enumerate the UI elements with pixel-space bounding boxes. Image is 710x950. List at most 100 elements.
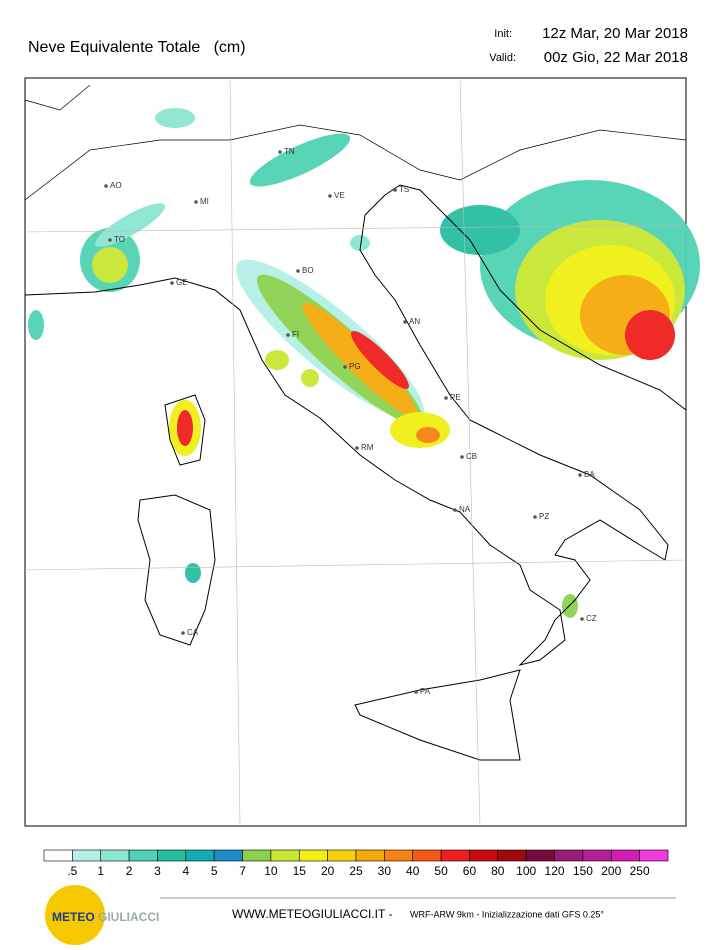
city-dot	[578, 473, 582, 477]
logo-part1: METEO	[52, 910, 95, 924]
legend-label: 7	[239, 864, 246, 878]
city-dot	[194, 200, 198, 204]
city-label: NA	[459, 505, 471, 514]
city-dot	[170, 281, 174, 285]
city-dot	[296, 269, 300, 273]
legend-label: 100	[516, 864, 536, 878]
city-label: PG	[349, 362, 361, 371]
city-label: VE	[334, 191, 345, 200]
city-label: BO	[302, 266, 314, 275]
coastline	[24, 84, 687, 761]
graticule	[24, 77, 687, 827]
valid: 00z Gio, 22 Mar 2018	[544, 49, 688, 66]
city-label: TS	[399, 185, 409, 194]
city-label: PZ	[539, 512, 549, 521]
legend-swatch	[100, 849, 130, 862]
legend-label: 25	[349, 864, 363, 878]
legend-label: 2	[126, 864, 133, 878]
city-dot	[108, 238, 112, 242]
legend-label: 1	[97, 864, 104, 878]
legend-label: 40	[406, 864, 420, 878]
city-dot	[444, 396, 448, 400]
title: Neve Equivalente Totale (cm)	[28, 39, 246, 56]
city-label: BA	[584, 470, 595, 479]
legend-label: 50	[434, 864, 448, 878]
city-label: AN	[409, 317, 420, 326]
legend-swatch	[497, 849, 527, 862]
legend-swatch	[72, 849, 102, 862]
city-dot	[403, 320, 407, 324]
city-dot	[286, 333, 290, 337]
init-label: Init:	[494, 28, 512, 40]
legend-swatch	[525, 849, 555, 862]
city-label: CB	[466, 452, 477, 461]
legend-swatch	[128, 849, 158, 862]
footer-info: WRF-ARW 9km - Inizializzazione dati GFS …	[410, 909, 604, 919]
city-label: RM	[361, 443, 374, 452]
legend-swatch	[469, 849, 499, 862]
legend-swatch	[639, 849, 669, 862]
legend-label: .5	[67, 864, 77, 878]
city-label: PE	[450, 393, 461, 402]
legend-swatch	[355, 849, 385, 862]
legend-label: 250	[630, 864, 650, 878]
legend-label: 4	[182, 864, 189, 878]
city-dot	[278, 150, 282, 154]
init: 12z Mar, 20 Mar 2018	[542, 25, 688, 42]
city-dot	[580, 617, 584, 621]
legend-swatch	[43, 849, 73, 862]
legend-swatch	[384, 849, 414, 862]
legend-label: 20	[321, 864, 335, 878]
legend-label: 10	[264, 864, 278, 878]
city-dot	[355, 446, 359, 450]
city-dot	[104, 184, 108, 188]
city-dot	[453, 508, 457, 512]
city-dot	[393, 188, 397, 192]
legend-swatch	[298, 849, 328, 862]
legend-swatch	[185, 849, 215, 862]
city-dot	[181, 631, 185, 635]
legend-label: 120	[545, 864, 565, 878]
city-dot	[460, 455, 464, 459]
legend-swatch	[327, 849, 357, 862]
legend-label: 3	[154, 864, 161, 878]
legend-swatch	[270, 849, 300, 862]
legend-swatch	[157, 849, 187, 862]
legend: .5 1 2 3 4 5 7 10 15 20 25 30 40 50 60 80 100 120 150 200 25…	[43, 849, 669, 878]
city-label: GE	[176, 278, 188, 287]
city-label: PA	[420, 687, 431, 696]
footer-site: WWW.METEOGIULIACCI.IT -	[232, 907, 396, 921]
legend-swatch	[440, 849, 470, 862]
legend-swatch	[412, 849, 442, 862]
city-dot	[328, 194, 332, 198]
legend-swatch	[242, 849, 272, 862]
city-label: MI	[200, 197, 209, 206]
legend-label: 200	[601, 864, 621, 878]
city-label: CA	[187, 628, 199, 637]
logo-part2: GIULIACCI	[98, 910, 159, 924]
valid-label: Valid:	[489, 52, 516, 64]
legend-swatch	[610, 849, 640, 862]
legend-label: 60	[463, 864, 477, 878]
city-label: CZ	[586, 614, 597, 623]
legend-label: 80	[491, 864, 505, 878]
city-dot	[414, 690, 418, 694]
legend-label: 5	[211, 864, 218, 878]
city-label: TO	[114, 235, 125, 244]
legend-swatch	[213, 849, 243, 862]
legend-label: 150	[573, 864, 593, 878]
cities: AO MI TN VE TS TO GE BO FI AN PG PE RM CB BA NA PZ CA CZ PA	[104, 147, 597, 696]
city-label: AO	[110, 181, 122, 190]
map: AO MI TN VE TS TO GE BO FI AN PG PE RM CB BA NA PZ CA CZ PA	[24, 77, 700, 827]
city-dot	[533, 515, 537, 519]
city-label: TN	[284, 147, 295, 156]
logo: METEO GIULIACCI	[45, 885, 159, 945]
snow	[28, 108, 700, 618]
city-label: FI	[292, 330, 299, 339]
legend-label: 15	[293, 864, 307, 878]
city-dot	[343, 365, 347, 369]
legend-swatch	[554, 849, 584, 862]
legend-swatch	[582, 849, 612, 862]
legend-label: 30	[378, 864, 392, 878]
